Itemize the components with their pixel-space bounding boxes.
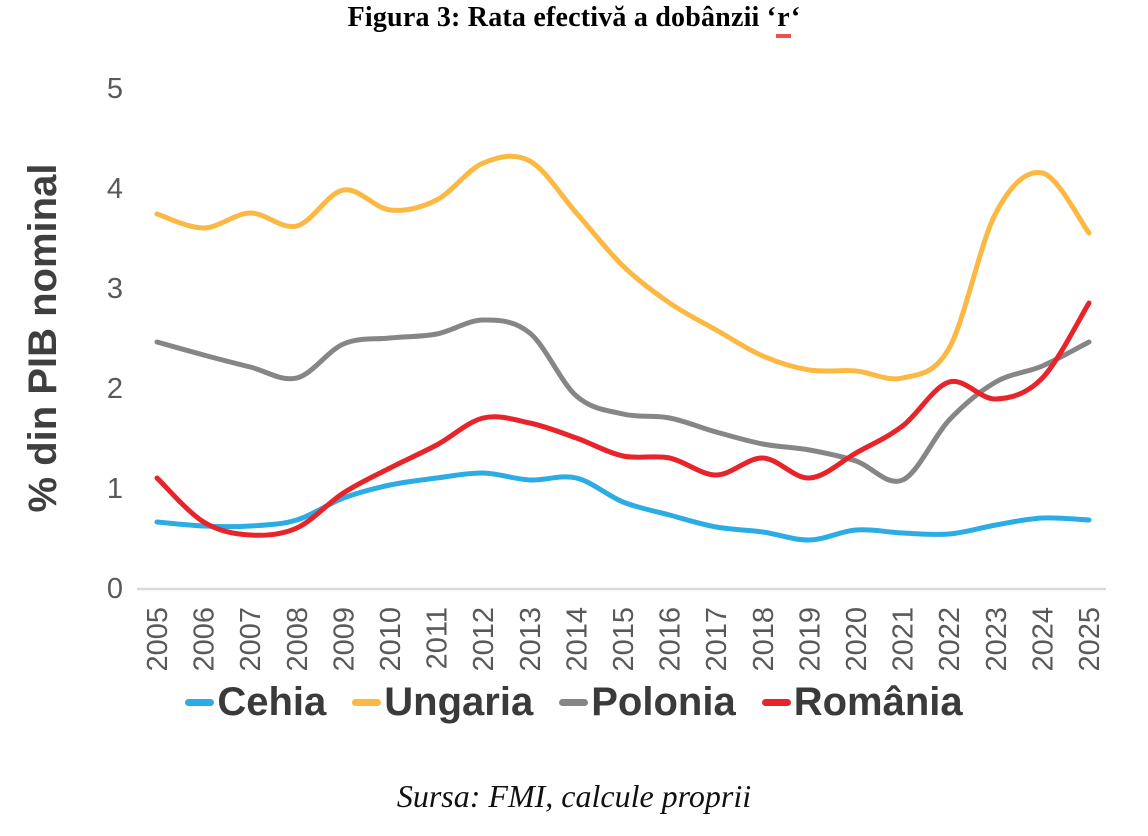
series-line-ungaria: [154, 153, 1092, 382]
x-tick-label: 2023: [981, 607, 1013, 670]
series-line-polonia: [154, 317, 1092, 484]
legend-item-românia: România: [761, 680, 963, 724]
x-tick-label: 2007: [235, 607, 267, 670]
figure-title-prefix: Figura 3: Rata efectivă a dobânzii ‘: [347, 2, 777, 33]
figure-title: Figura 3: Rata efectivă a dobânzii ‘r‘: [0, 2, 1148, 38]
x-tick-label: 2016: [655, 607, 687, 670]
legend-item-ungaria: Ungaria: [352, 682, 533, 722]
legend-label: România: [793, 680, 963, 724]
x-tick-label: 2021: [888, 607, 920, 670]
x-tick-label: 2015: [608, 607, 640, 670]
x-tick-label: 2009: [328, 607, 360, 670]
y-tick-label: 0: [107, 573, 123, 605]
x-tick-label: 2019: [794, 607, 826, 670]
y-tick-label: 4: [107, 173, 123, 205]
x-tick-label: 2020: [841, 607, 873, 670]
figure-title-suffix: ‘: [790, 2, 801, 33]
legend-dash-icon: [185, 698, 215, 706]
x-tick-label: 2022: [934, 607, 966, 670]
x-tick-label: 2018: [748, 607, 780, 670]
x-tick-label: 2006: [189, 607, 221, 670]
chart-legend: Cehia Ungaria Polonia România: [0, 678, 1148, 726]
legend-item-polonia: Polonia: [559, 680, 736, 724]
y-tick-label: 3: [107, 273, 123, 305]
legend-item-cehia: Cehia: [185, 682, 326, 722]
x-tick-label: 2010: [375, 607, 407, 670]
legend-label: Ungaria: [384, 680, 534, 724]
x-tick-label: 2017: [701, 607, 733, 670]
y-axis-title: % din PIB nominal: [21, 164, 65, 513]
legend-dash-icon: [352, 698, 382, 706]
x-tick-label: 2014: [561, 607, 593, 670]
source-caption: Sursa: FMI, calcule proprii: [396, 778, 752, 814]
figure-title-underlined-term: r: [776, 2, 791, 38]
x-tick-label: 2005: [142, 607, 174, 670]
x-tick-label: 2012: [468, 607, 500, 670]
series-line-românia: [154, 300, 1092, 538]
legend-dash-icon: [559, 698, 589, 706]
y-tick-label: 5: [107, 73, 123, 105]
series-line-cehia: [154, 470, 1092, 543]
line-chart: 0 1 2 3 4 5 % din PIB nominal 2005 2006 2007 2008 2…: [21, 73, 1106, 670]
legend-dash-icon: [761, 698, 791, 706]
y-tick-label: 1: [107, 473, 123, 505]
legend-label: Cehia: [217, 680, 327, 724]
x-tick-label: 2025: [1074, 607, 1106, 670]
x-tick-label: 2013: [515, 607, 547, 670]
x-tick-label: 2008: [282, 607, 314, 670]
x-tick-label: 2011: [422, 607, 454, 669]
x-tick-label: 2024: [1027, 607, 1059, 670]
legend-label: Polonia: [591, 680, 736, 724]
y-tick-label: 2: [107, 373, 123, 405]
